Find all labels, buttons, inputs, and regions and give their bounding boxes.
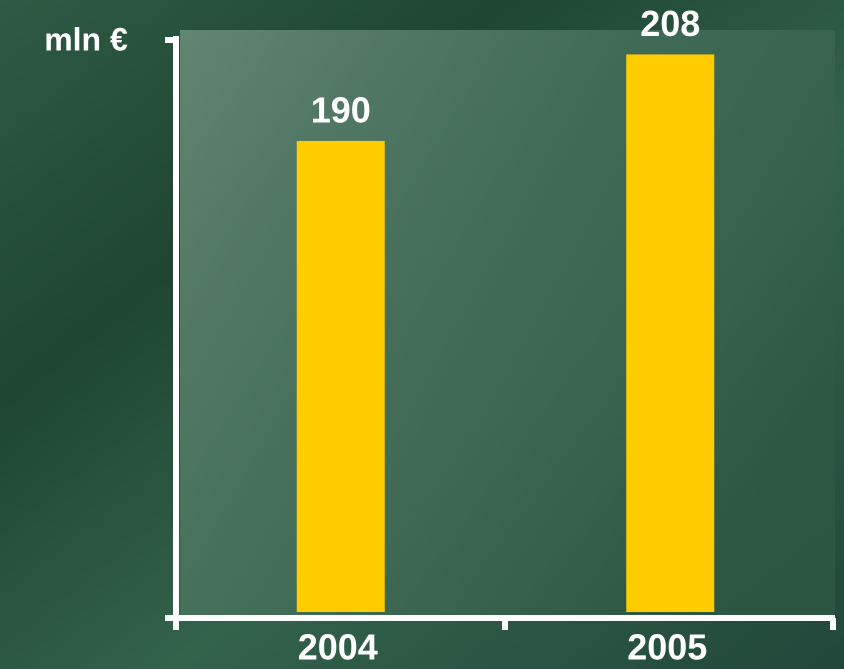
data-label: 208 xyxy=(640,3,700,44)
y-axis-label: mln € xyxy=(44,21,128,57)
data-label: 190 xyxy=(311,89,371,130)
x-tick-label: 2005 xyxy=(627,627,707,668)
x-tick-label: 2004 xyxy=(298,627,378,668)
bar xyxy=(296,140,385,613)
bar xyxy=(626,54,715,613)
plot-panel xyxy=(180,30,835,615)
